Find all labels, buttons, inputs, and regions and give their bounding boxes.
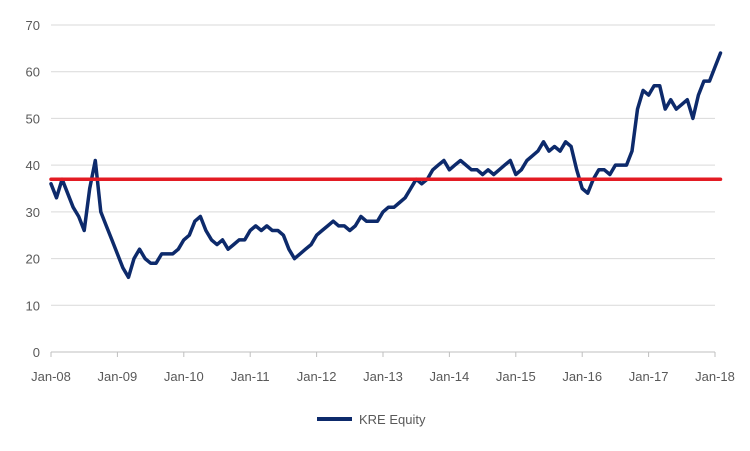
x-tick-label: Jan-18 (695, 369, 735, 384)
x-tick-label: Jan-15 (496, 369, 536, 384)
x-tick-label: Jan-14 (430, 369, 470, 384)
y-tick-label: 40 (26, 158, 40, 173)
y-tick-label: 0 (33, 345, 40, 360)
series-line-kre-equity (49, 51, 723, 280)
y-tick-label: 20 (26, 252, 40, 267)
x-tick-label: Jan-08 (31, 369, 71, 384)
x-axis-labels: Jan-08 Jan-09 Jan-10 Jan-11 Jan-12 Jan-13 Jan-… (31, 369, 735, 384)
x-tick-label: Jan-11 (231, 369, 270, 384)
y-tick-label: 10 (26, 298, 40, 313)
y-tick-label: 70 (26, 18, 40, 33)
axes (50, 351, 716, 357)
x-tick-label: Jan-09 (98, 369, 138, 384)
x-tick-label: Jan-13 (363, 369, 403, 384)
x-tick-label: Jan-10 (164, 369, 204, 384)
y-tick-label: 30 (26, 205, 40, 220)
y-tick-label: 50 (26, 111, 40, 126)
x-tick-label: Jan-17 (629, 369, 669, 384)
x-tick-label: Jan-16 (562, 369, 602, 384)
y-axis-labels: 0 10 20 30 40 50 60 70 (26, 18, 40, 360)
legend-label-kre-equity: KRE Equity (359, 412, 426, 427)
x-tick-label: Jan-12 (297, 369, 337, 384)
y-tick-label: 60 (26, 65, 40, 80)
series-lines (49, 51, 723, 280)
legend: KRE Equity (317, 412, 426, 427)
